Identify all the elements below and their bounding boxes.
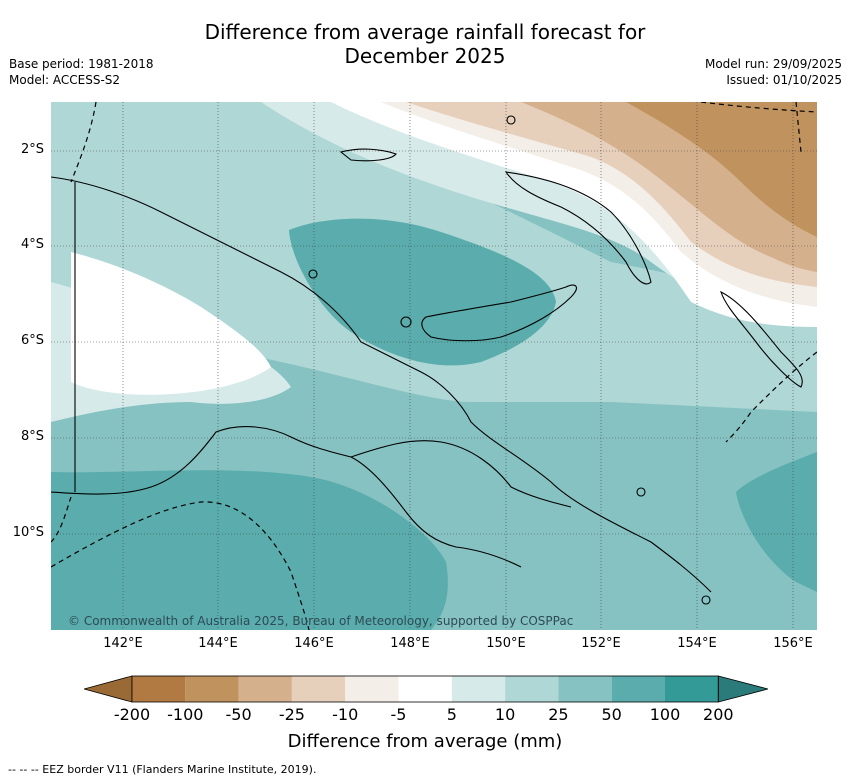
eez-footer-note: -- -- -- EEZ border V11 (Flanders Marine… bbox=[8, 763, 317, 776]
lon-tick-label: 150°E bbox=[486, 636, 526, 651]
colorbar-segment bbox=[345, 676, 399, 702]
island-umboi bbox=[400, 316, 412, 328]
colorbar-extend-high bbox=[717, 675, 770, 703]
title-line-1: Difference from average rainfall forecas… bbox=[204, 20, 646, 44]
base-period-text: Base period: 1981-2018 bbox=[9, 57, 154, 71]
model-text: Model: ACCESS-S2 bbox=[9, 73, 121, 87]
lat-tick-label: 10°S bbox=[12, 525, 44, 540]
lon-tick-label: 148°E bbox=[390, 636, 430, 651]
colorbar-segment bbox=[505, 676, 559, 702]
island-woodlark bbox=[636, 487, 646, 497]
eez-border-west bbox=[70, 102, 97, 183]
colorbar-segment bbox=[611, 676, 665, 702]
colorbar-segment bbox=[291, 676, 346, 702]
map-zone-50-100-east bbox=[736, 452, 817, 592]
coast-manus bbox=[339, 148, 397, 162]
eez-borders bbox=[51, 102, 817, 630]
island-rossel bbox=[701, 595, 711, 605]
colorbar-graphic bbox=[82, 675, 770, 703]
lon-tick-label: 144°E bbox=[198, 636, 238, 651]
coast-north bbox=[51, 176, 712, 593]
lon-tick-label: 142°E bbox=[103, 636, 143, 651]
colorbar-segment bbox=[558, 676, 612, 702]
lon-tick-label: 154°E bbox=[677, 636, 717, 651]
colorbar-bound-label: 50 bbox=[601, 705, 622, 724]
map-zone-50-100-central bbox=[289, 218, 556, 366]
lat-tick-label: 8°S bbox=[20, 429, 44, 444]
map-zone-minus-50-100 bbox=[626, 102, 817, 237]
map-zone-50-100-south bbox=[51, 470, 448, 630]
coast-south bbox=[51, 426, 522, 568]
eez-border-north bbox=[700, 102, 817, 113]
colorbar-bound-label: -100 bbox=[167, 705, 204, 724]
map-title: Difference from average rainfall forecas… bbox=[0, 20, 850, 68]
issued-text: Issued: 01/10/2025 bbox=[726, 73, 842, 87]
lat-tick-label: 4°S bbox=[20, 237, 44, 252]
lon-tick-label: 152°E bbox=[581, 636, 621, 651]
meta-right: Model run: 29/09/2025 Issued: 01/10/2025 bbox=[705, 56, 842, 88]
map-panel[interactable] bbox=[51, 102, 817, 630]
colorbar-bound-label: -50 bbox=[225, 705, 252, 724]
colorbar-segment bbox=[398, 676, 452, 702]
coast-new-ireland bbox=[504, 171, 652, 285]
coast-peninsula bbox=[350, 440, 572, 508]
title-line-2: December 2025 bbox=[344, 44, 506, 68]
colorbar-bound-label: 5 bbox=[446, 705, 457, 724]
lon-tick-label: 146°E bbox=[294, 636, 334, 651]
colorbar-bound-label: 100 bbox=[649, 705, 681, 724]
eez-border-southwest bbox=[51, 496, 72, 543]
colorbar-frame bbox=[131, 675, 719, 703]
coastlines bbox=[51, 115, 803, 605]
colorbar-bound-label: 25 bbox=[548, 705, 569, 724]
colorbar-bound-label: -200 bbox=[113, 705, 151, 724]
map-zone-neutral-west bbox=[71, 252, 271, 395]
colorbar-extend-low bbox=[82, 675, 133, 703]
colorbar-segment bbox=[451, 676, 506, 702]
colorbar-bound-label: 10 bbox=[494, 705, 516, 724]
island-mussau bbox=[506, 115, 516, 125]
colorbar-bound-label: -25 bbox=[278, 705, 305, 724]
colorbar-title: Difference from average (mm) bbox=[287, 731, 563, 752]
eez-border-south bbox=[51, 501, 310, 630]
colorbar-bound-label: -10 bbox=[332, 705, 359, 724]
coast-bougainville bbox=[720, 290, 803, 388]
lon-tick-label: 156°E bbox=[773, 636, 813, 651]
colorbar bbox=[82, 674, 770, 704]
copyright-note: © Commonwealth of Australia 2025, Bureau… bbox=[68, 614, 574, 628]
colorbar-segment bbox=[238, 676, 292, 702]
meta-left: Base period: 1981-2018 Model: ACCESS-S2 bbox=[9, 56, 154, 88]
colorbar-segment bbox=[132, 676, 186, 702]
lat-tick-label: 2°S bbox=[20, 142, 44, 157]
rainfall-map[interactable] bbox=[51, 102, 817, 630]
eez-border-east bbox=[725, 351, 817, 443]
coast-new-britain bbox=[421, 284, 577, 342]
colorbar-bound-label: 200 bbox=[703, 705, 734, 724]
colorbar-bound-label: -5 bbox=[390, 705, 407, 724]
island-karkar bbox=[308, 269, 318, 279]
colorbar-segment bbox=[185, 676, 239, 702]
model-run-text: Model run: 29/09/2025 bbox=[704, 57, 842, 71]
colorbar-segment bbox=[665, 676, 719, 702]
lat-tick-label: 6°S bbox=[20, 333, 44, 348]
